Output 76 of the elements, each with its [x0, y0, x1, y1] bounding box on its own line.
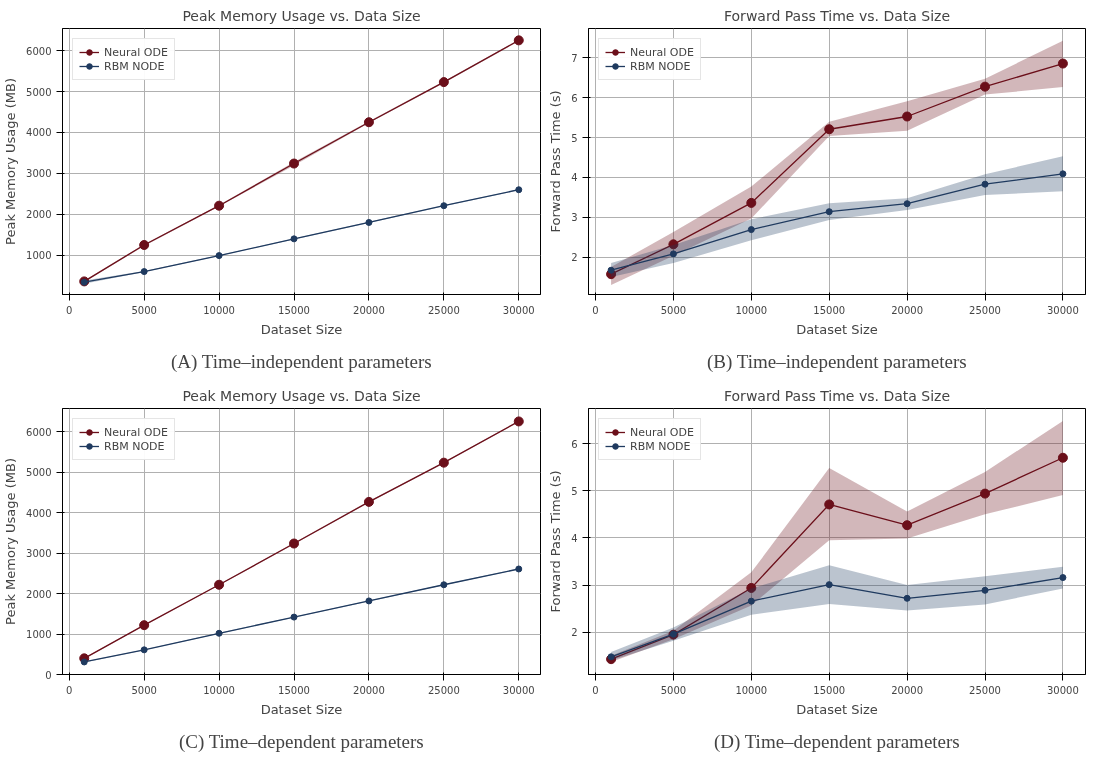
- y-tick-label: 2000: [26, 588, 52, 600]
- x-tick-label: 25000: [427, 684, 460, 696]
- x-tick-label: 30000: [1047, 304, 1079, 316]
- text: (C) Time–dependent parameters: [178, 730, 424, 753]
- y-tick-label: 6: [571, 92, 578, 104]
- chart-title: Peak Memory Usage vs. Data Size: [182, 7, 421, 24]
- y-tick-label: 1000: [26, 250, 52, 262]
- y-tick-label: 3: [571, 212, 578, 224]
- x-tick-label: 0: [592, 304, 599, 316]
- y-tick-label: 4: [571, 172, 578, 184]
- x-tick-label: 25000: [427, 304, 460, 316]
- chart-title: Forward Pass Time vs. Data Size: [724, 387, 951, 404]
- legend-label: RBM NODE: [104, 439, 165, 453]
- y-tick-label: 6000: [26, 426, 52, 438]
- legend-label: Neural ODE: [630, 45, 694, 59]
- y-tick-label: 4000: [26, 127, 52, 139]
- y-tick-label: 5: [571, 132, 578, 144]
- y-tick-label: 2: [571, 627, 578, 639]
- y-tick-label: 5000: [26, 467, 52, 479]
- x-tick-label: 5000: [131, 684, 157, 696]
- legend-label: Neural ODE: [630, 425, 694, 439]
- x-tick-label: 25000: [969, 684, 1001, 696]
- x-tick-label: 10000: [735, 304, 768, 316]
- x-tick-label: 10000: [735, 684, 768, 696]
- x-tick-label: 15000: [813, 304, 846, 316]
- y-tick-label: 6000: [26, 45, 52, 57]
- x-tick-label: 10000: [203, 304, 235, 316]
- x-tick-label: 25000: [969, 304, 1001, 316]
- x-tick-label: 30000: [1047, 684, 1079, 696]
- legend-label: RBM NODE: [630, 439, 691, 453]
- y-axis-title: Forward Pass Time (s): [548, 90, 564, 233]
- y-tick-label: 2: [571, 252, 578, 264]
- y-tick-label: 3000: [26, 548, 52, 560]
- y-tick-label: 3: [571, 580, 578, 592]
- x-tick-label: 0: [66, 684, 73, 696]
- x-tick-label: 20000: [353, 684, 385, 696]
- x-tick-label: 20000: [891, 304, 924, 316]
- x-tick-label: 5000: [660, 684, 687, 696]
- legend-label: RBM NODE: [630, 59, 691, 73]
- x-axis-title: Dataset Size: [796, 321, 878, 337]
- y-axis-title: Peak Memory Usage (MB): [3, 458, 19, 625]
- y-axis-title: Forward Pass Time (s): [548, 470, 564, 613]
- chart-title: Peak Memory Usage vs. Data Size: [182, 387, 421, 404]
- chart-title: Forward Pass Time vs. Data Size: [724, 7, 951, 24]
- x-tick-label: 15000: [278, 304, 310, 316]
- y-tick-label: 3000: [26, 168, 52, 180]
- legend-label: Neural ODE: [104, 45, 168, 59]
- x-tick-label: 30000: [502, 304, 535, 316]
- text: (D) Time–dependent parameters: [713, 730, 960, 753]
- x-tick-label: 20000: [891, 684, 924, 696]
- x-tick-label: 30000: [502, 684, 535, 696]
- x-tick-label: 5000: [660, 304, 687, 316]
- x-tick-label: 0: [66, 304, 73, 316]
- y-tick-label: 5000: [26, 86, 52, 98]
- legend-label: Neural ODE: [104, 425, 168, 439]
- y-tick-label: 7: [571, 52, 578, 64]
- x-tick-label: 20000: [353, 304, 385, 316]
- x-tick-label: 0: [592, 684, 599, 696]
- x-axis-title: Dataset Size: [260, 701, 343, 717]
- x-axis-title: Dataset Size: [260, 321, 343, 337]
- y-tick-label: 1000: [26, 629, 52, 641]
- y-tick-label: 6: [571, 438, 578, 450]
- y-axis-title: Peak Memory Usage (MB): [3, 78, 19, 245]
- y-tick-label: 5: [571, 485, 578, 497]
- x-tick-label: 5000: [131, 304, 157, 316]
- x-tick-label: 15000: [813, 684, 846, 696]
- x-tick-label: 10000: [203, 684, 235, 696]
- x-tick-label: 15000: [278, 684, 310, 696]
- text: (B) Time–independent parameters: [707, 350, 967, 373]
- y-tick-label: 2000: [26, 209, 52, 221]
- legend-label: RBM NODE: [104, 59, 165, 73]
- text: (A) Time–independent parameters: [171, 350, 432, 373]
- x-axis-title: Dataset Size: [796, 701, 878, 717]
- y-tick-label: 4000: [26, 507, 52, 519]
- y-tick-label: 4: [571, 532, 578, 544]
- y-tick-label: 0: [45, 669, 52, 681]
